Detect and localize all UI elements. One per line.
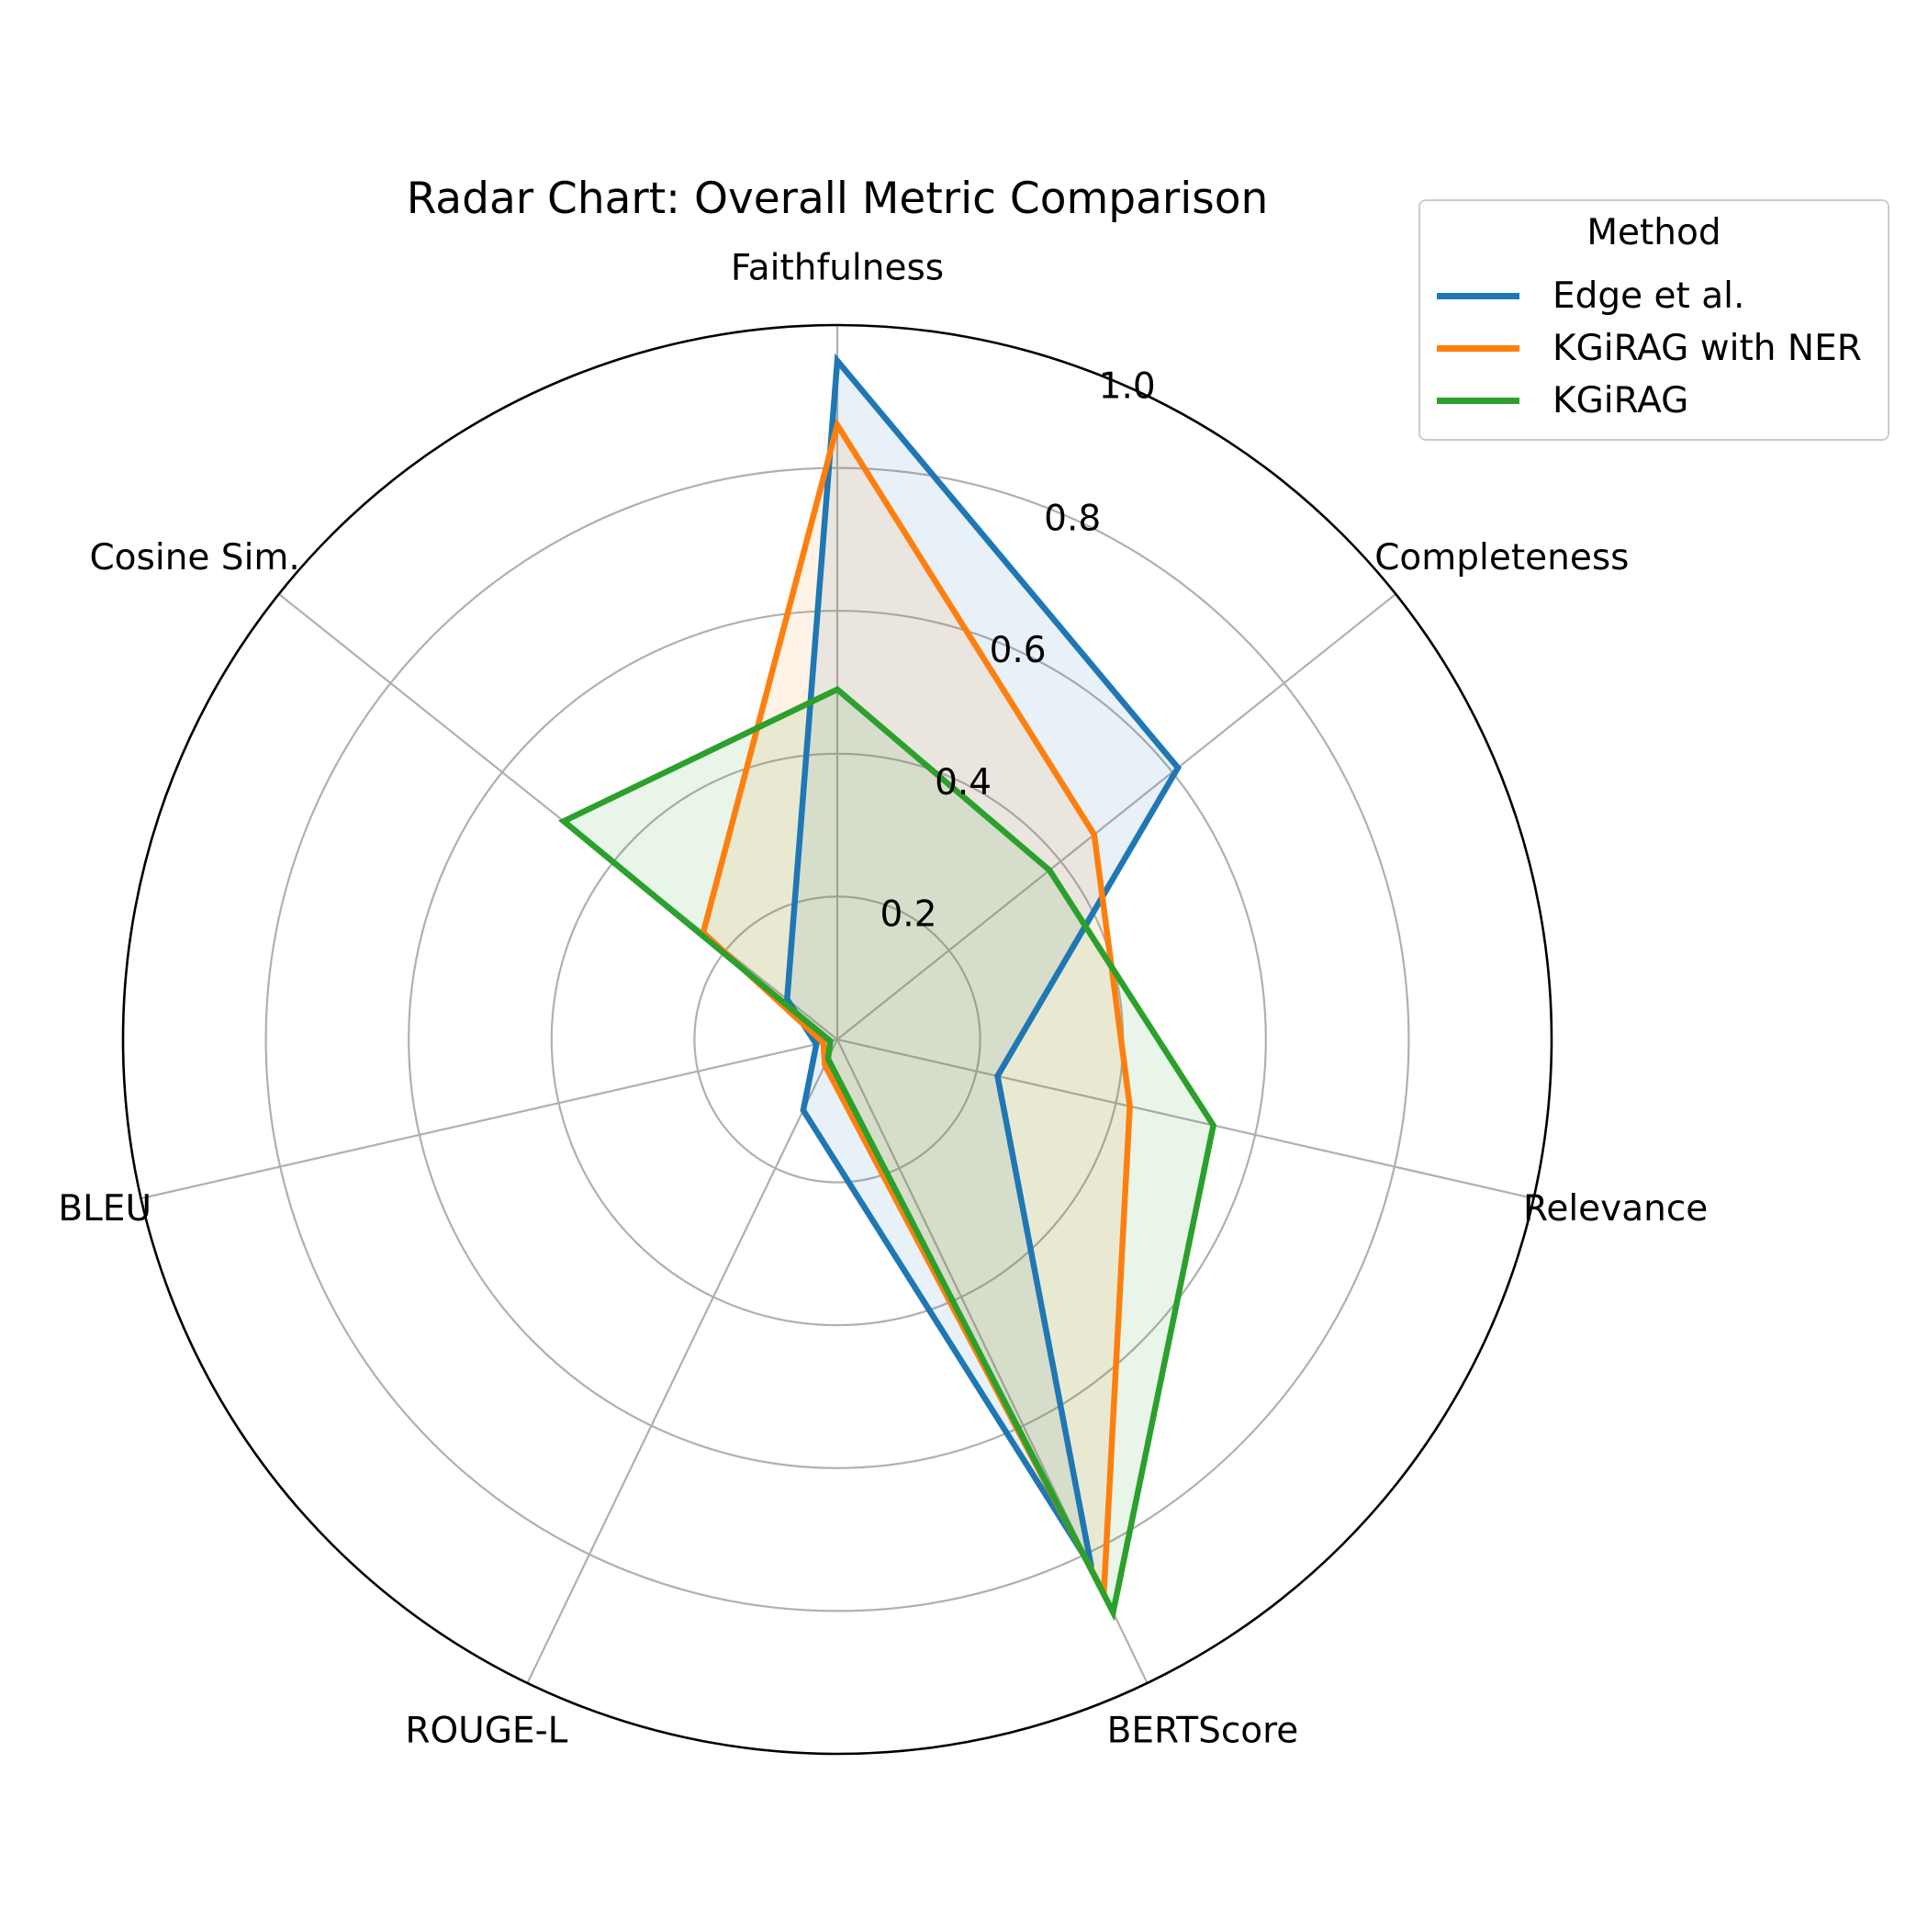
legend-swatch-edge — [1437, 292, 1519, 299]
legend-label-kgirag: KGiRAG — [1552, 379, 1689, 421]
spoke-4 — [526, 1039, 838, 1684]
axis-label-0: Faithfulness — [731, 248, 944, 289]
radial-tick-label-4: 1.0 — [1099, 366, 1156, 408]
spoke-6 — [278, 593, 838, 1040]
series-line-2 — [558, 685, 1217, 1622]
legend-item-kgirag-ner: KGiRAG with NER — [1437, 325, 1862, 371]
radial-tick-label-3: 0.8 — [1044, 499, 1101, 540]
legend-swatch-kgirag — [1437, 397, 1519, 404]
legend: Method Edge et al. KGiRAG with NER KGiRA… — [1418, 199, 1889, 441]
outer-frame — [121, 323, 1553, 1756]
chart-title: Radar Chart: Overall Metric Comparison — [407, 174, 1269, 224]
axis-label-2: Relevance — [1523, 1188, 1708, 1230]
radial-tick-label-0: 0.2 — [880, 894, 936, 936]
radar-grid — [121, 323, 1553, 1756]
spoke-5 — [140, 1038, 838, 1200]
axis-label-4: ROUGE-L — [405, 1711, 567, 1752]
spoke-1 — [836, 593, 1396, 1040]
legend-item-edge: Edge et al. — [1437, 273, 1744, 319]
axis-label-5: BLEU — [58, 1188, 151, 1230]
spoke-2 — [836, 1038, 1534, 1200]
radial-tick-label-1: 0.4 — [935, 762, 992, 803]
axis-label-1: Completeness — [1374, 537, 1629, 578]
series-fill-0 — [787, 360, 1178, 1567]
legend-label-kgirag-ner: KGiRAG with NER — [1552, 327, 1862, 369]
legend-title: Method — [1586, 212, 1721, 253]
axis-label-6: Cosine Sim. — [89, 537, 299, 578]
legend-label-edge: Edge et al. — [1552, 275, 1745, 317]
legend-swatch-kgirag-ner — [1437, 344, 1519, 352]
radial-tick-label-2: 0.6 — [990, 630, 1047, 671]
legend-item-kgirag: KGiRAG — [1437, 377, 1688, 423]
radar-labels: 0.2 0.4 0.6 0.8 1.0 Faithfulness Completeness R… — [58, 174, 1708, 1752]
radar-series — [558, 353, 1217, 1622]
series-fill-2 — [564, 689, 1214, 1612]
axis-label-3: BERTScore — [1107, 1711, 1299, 1752]
